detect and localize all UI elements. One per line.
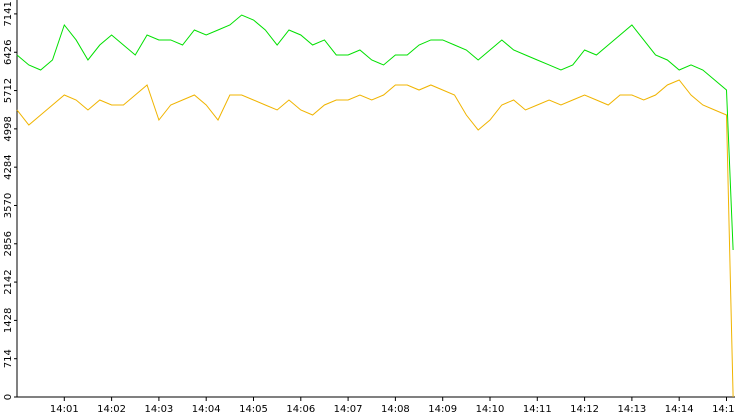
x-tick-label: 14:02 [97, 404, 126, 415]
y-tick-label: 2142 [3, 269, 14, 294]
y-tick-label: 0 [3, 394, 14, 400]
x-tick-label: 14:03 [144, 404, 173, 415]
y-tick-label: 6426 [3, 40, 14, 65]
y-tick-label: 1428 [3, 308, 14, 333]
x-tick-label: 14:09 [428, 404, 457, 415]
x-tick-label: 14:05 [239, 404, 268, 415]
y-tick-label: 3570 [3, 193, 14, 218]
x-tick-label: 14:15 [712, 404, 735, 415]
y-tick-label: 2856 [3, 231, 14, 256]
y-tick-label: 4998 [3, 116, 14, 141]
x-tick-label: 14:06 [286, 404, 315, 415]
y-tick-label: 714 [3, 349, 14, 368]
x-tick-label: 14:14 [665, 404, 694, 415]
x-tick-label: 14:08 [381, 404, 410, 415]
y-tick-label: 7141 [3, 1, 14, 26]
x-tick-label: 14:07 [334, 404, 363, 415]
x-tick-label: 14:01 [50, 404, 79, 415]
series-line [16, 14, 734, 251]
series-line [16, 79, 734, 398]
y-tick-label: 4284 [3, 154, 14, 179]
x-tick-label: 14:13 [617, 404, 646, 415]
y-tick-label: 5712 [3, 78, 14, 103]
x-tick-label: 14:04 [192, 404, 221, 415]
x-tick-label: 14:10 [476, 404, 505, 415]
x-tick-label: 14:12 [570, 404, 599, 415]
x-tick-label: 14:11 [523, 404, 552, 415]
